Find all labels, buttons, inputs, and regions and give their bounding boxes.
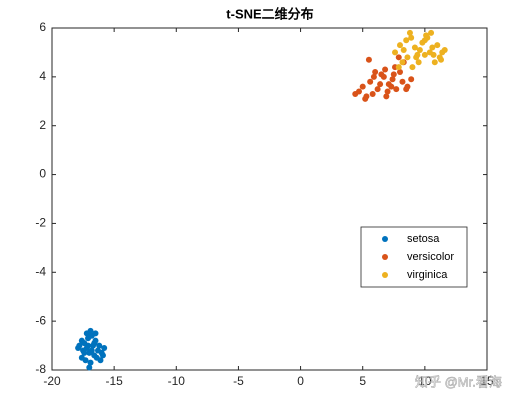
point xyxy=(91,340,98,347)
point xyxy=(397,42,403,49)
point xyxy=(424,34,431,41)
y-tick-label: -8 xyxy=(35,362,46,376)
x-tick-label: -15 xyxy=(105,374,123,388)
point xyxy=(85,342,92,349)
point xyxy=(408,34,415,41)
watermark: 知乎 @Mr.看海 xyxy=(415,374,502,389)
point xyxy=(96,342,103,349)
point xyxy=(403,86,410,93)
point xyxy=(365,56,372,63)
chart-title: t-SNE二维分布 xyxy=(226,6,313,21)
point xyxy=(411,44,418,51)
x-tick-label: 15 xyxy=(480,374,494,388)
point xyxy=(87,359,94,366)
point xyxy=(416,46,423,53)
legend-label: setosa xyxy=(407,233,440,245)
point xyxy=(434,42,441,49)
point xyxy=(383,93,390,100)
legend-marker xyxy=(382,236,388,242)
point xyxy=(359,83,366,90)
y-tick-label: 2 xyxy=(39,118,46,132)
point xyxy=(101,345,108,352)
legend-marker xyxy=(382,272,388,278)
y-tick-label: 4 xyxy=(39,69,46,83)
point xyxy=(390,71,397,78)
point xyxy=(99,352,106,359)
point xyxy=(81,349,88,356)
point xyxy=(439,49,446,56)
point xyxy=(400,46,407,53)
y-tick-label: -6 xyxy=(35,313,46,327)
point xyxy=(92,330,99,337)
point xyxy=(428,29,435,36)
x-tick-label: 0 xyxy=(297,374,304,388)
point xyxy=(392,49,399,56)
point xyxy=(389,76,396,83)
point xyxy=(395,64,402,71)
y-tick-label: 0 xyxy=(39,167,46,181)
y-tick-label: 6 xyxy=(39,20,46,34)
point xyxy=(399,59,406,66)
x-tick-label: -20 xyxy=(43,374,61,388)
point xyxy=(87,327,94,334)
y-tick-label: -4 xyxy=(35,264,46,278)
y-tick-label: -2 xyxy=(35,216,46,230)
legend-marker xyxy=(382,254,388,260)
point xyxy=(406,29,413,36)
point xyxy=(408,76,415,83)
x-tick-label: -10 xyxy=(168,374,186,388)
point xyxy=(86,364,93,371)
point xyxy=(78,337,85,344)
point xyxy=(395,54,402,61)
point xyxy=(382,66,389,73)
point xyxy=(404,54,411,61)
point xyxy=(369,90,376,97)
legend-box xyxy=(360,226,468,288)
point xyxy=(397,68,403,75)
point xyxy=(388,83,395,90)
point xyxy=(430,51,437,58)
axes-box xyxy=(51,27,488,371)
point xyxy=(415,59,422,66)
legend-label: virginica xyxy=(407,269,448,281)
x-tick-label: 10 xyxy=(418,374,432,388)
legend-label: versicolor xyxy=(407,251,454,263)
point xyxy=(403,37,410,44)
point xyxy=(399,78,406,85)
point xyxy=(88,347,95,354)
point xyxy=(355,88,362,95)
point xyxy=(380,73,387,80)
x-tick-label: 5 xyxy=(359,374,366,388)
point xyxy=(367,78,374,85)
point xyxy=(413,54,420,61)
point xyxy=(362,95,369,102)
point xyxy=(85,335,92,342)
point xyxy=(409,64,416,71)
point xyxy=(377,81,384,88)
point xyxy=(436,54,443,61)
point xyxy=(421,51,428,58)
point xyxy=(384,88,391,95)
point xyxy=(431,59,438,66)
point xyxy=(76,342,83,349)
point xyxy=(372,68,379,75)
point xyxy=(429,44,436,51)
point xyxy=(374,86,381,93)
point xyxy=(370,73,377,80)
point xyxy=(97,357,104,364)
point xyxy=(393,86,400,93)
point xyxy=(82,357,89,364)
x-tick-label: -5 xyxy=(233,374,244,388)
